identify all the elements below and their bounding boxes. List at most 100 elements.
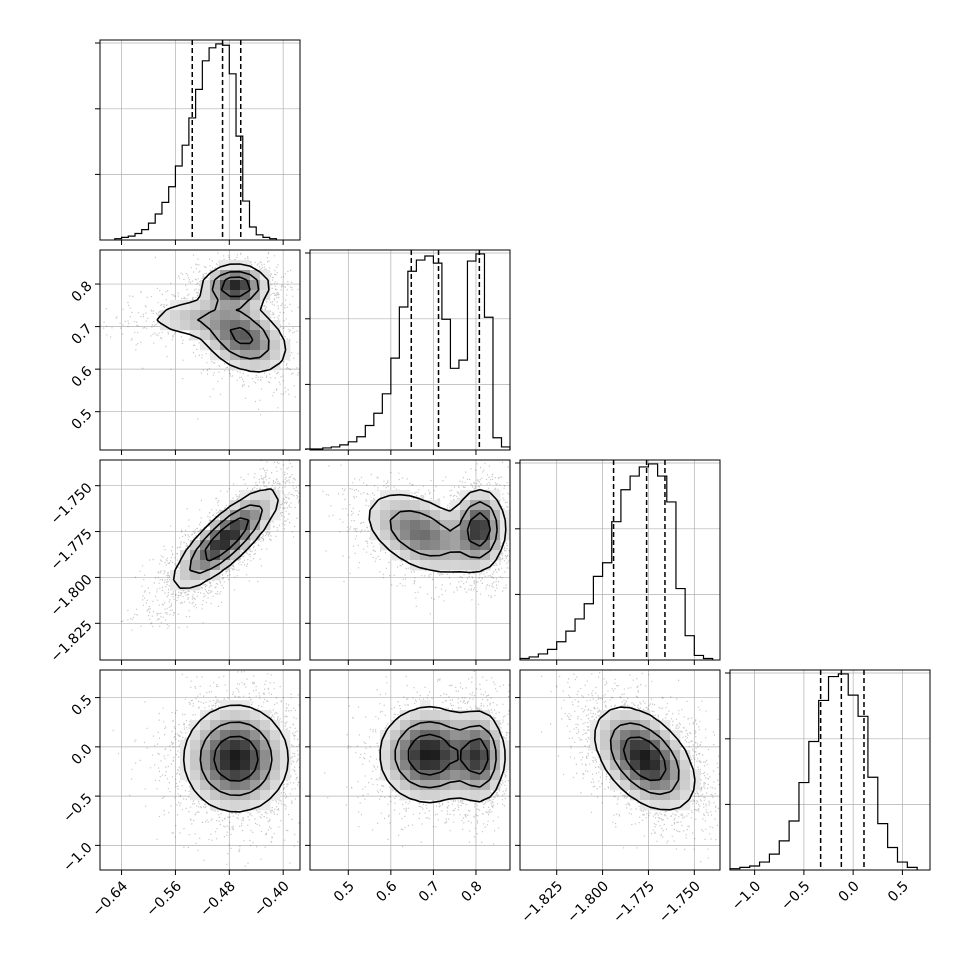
density-cell [220,310,231,321]
density-cell [390,540,401,551]
density-cell [660,800,671,811]
density-cell [470,530,481,541]
density-cell [420,720,431,731]
density-cell [190,320,201,331]
density-cell [650,780,661,791]
density-cell [210,770,221,781]
density-cell [470,770,481,781]
density-cell [180,580,191,591]
panel-frame [519,669,721,871]
density-cell [460,530,471,541]
density-cell [410,770,421,781]
density-cell [630,750,641,761]
density-cell [250,770,261,781]
density-cell [460,500,471,511]
density-cell [230,320,241,331]
contour-level-0 [182,704,289,813]
density-cell [270,740,281,751]
density-cell [450,500,461,511]
density-cell [450,530,461,541]
y-tick-label: −1.825 [48,618,96,666]
density-cell [200,790,211,801]
density-cell [250,790,261,801]
density-cell [420,780,431,791]
scatter-points [540,670,720,863]
density-cell [440,550,451,561]
density-cell [190,540,201,551]
density-cell [200,780,211,791]
density-cell [590,720,601,731]
density-cell [650,730,661,741]
density-cell [460,770,471,781]
density-cell [390,520,401,531]
density-cell [220,730,231,741]
density-cell [220,530,231,541]
density-cell [410,550,421,561]
density-cell [480,540,491,551]
density-cell [240,720,251,731]
density-cell [230,510,241,521]
density-cell [380,530,391,541]
density-cell [630,730,641,741]
density-cell [460,780,471,791]
density-cell [380,750,391,761]
contour-level-2 [220,276,254,345]
density-cell [440,750,451,761]
density-cell [230,310,241,321]
x-tick-label: 0.6 [373,878,400,905]
density-cell [400,770,411,781]
density-cell [410,730,421,741]
density-cell [460,720,471,731]
density-cell [480,520,491,531]
density-cell [450,510,461,521]
density-cell [620,780,631,791]
contour-level-2 [213,735,259,782]
density-cell [430,740,441,751]
histogram-panel-0 [95,39,301,241]
density-cell [250,510,261,521]
density-cell [410,530,421,541]
density-cell [490,770,501,781]
density-cell [400,760,411,771]
density-cell [410,510,421,521]
density-cell [190,790,201,801]
density-cell [470,550,481,561]
density-cell [400,720,411,731]
density-cell [430,780,441,791]
density-cell [200,330,211,341]
density-cell [450,550,461,561]
density-cell [240,700,251,711]
density-cell [240,760,251,771]
density-cell [220,300,231,311]
panel-frame [519,459,721,661]
y-tick-label: 0.5 [69,406,96,433]
density-cell [200,340,211,351]
density-cell [190,740,201,751]
density-cell [640,730,651,741]
density-cell [670,760,681,771]
density-cell [200,550,211,561]
density-cell [640,710,651,721]
density-cell [240,540,251,551]
density-cell [180,750,191,761]
panel-content [100,460,300,660]
density-cell [450,730,461,741]
density-cell [260,730,271,741]
density-cell [240,530,251,541]
density-cell [650,760,661,771]
density-cell [240,320,251,331]
x-tick-label: 0.5 [331,878,358,905]
density-cell [260,720,271,731]
density-cell [610,770,621,781]
density-cell [420,760,431,771]
density-cell [670,750,681,761]
y-tick-label: −1.0 [60,840,95,875]
density-cell [470,560,481,571]
density-cell [240,490,251,501]
panel-frame [99,459,301,661]
density-cell [180,300,191,311]
density-cell [650,790,661,801]
density-cell [420,500,431,511]
density-cell [200,710,211,721]
density-cell [220,340,231,351]
